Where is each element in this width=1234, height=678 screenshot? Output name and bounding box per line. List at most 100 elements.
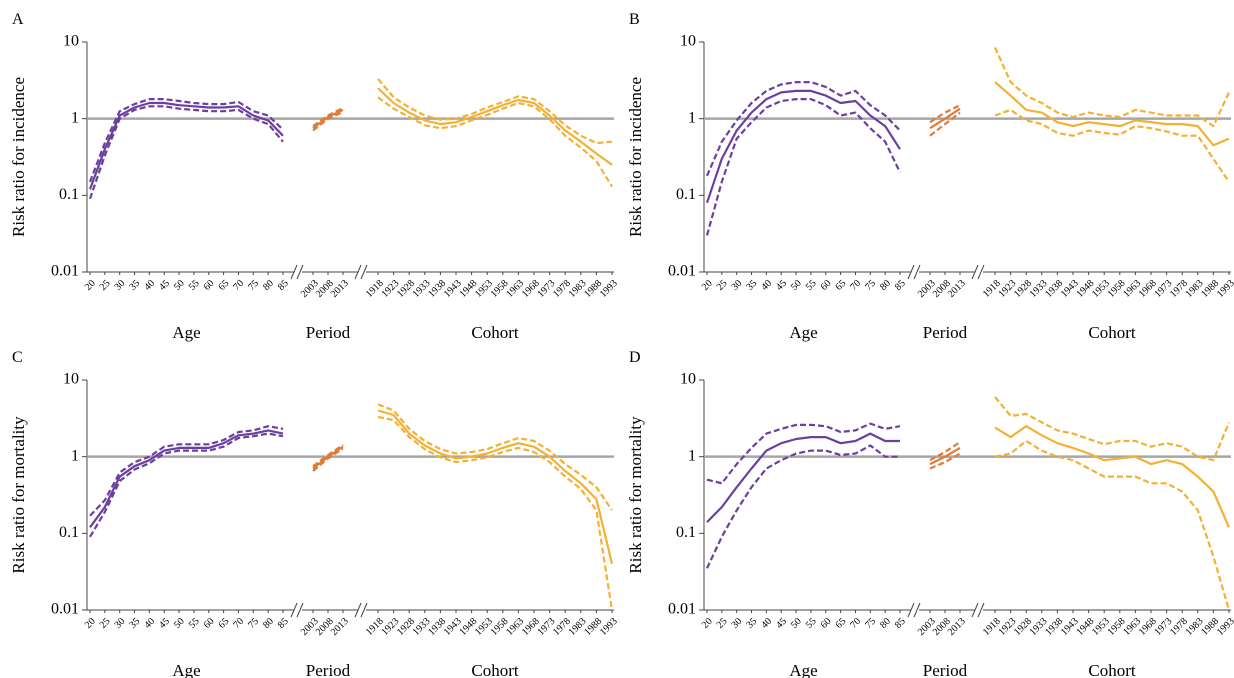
- axis-break: [907, 264, 915, 280]
- x-tick-label: 45: [157, 616, 172, 631]
- axis-break: [977, 264, 985, 280]
- series-line: [929, 446, 961, 466]
- x-group-label: Period: [923, 661, 968, 678]
- x-tick-label: 80: [878, 278, 893, 293]
- series-line: [377, 87, 613, 166]
- series-line: [89, 425, 284, 517]
- y-tick-label: 10: [680, 371, 696, 388]
- series-line: [89, 432, 284, 538]
- x-tick-label: 85: [893, 616, 908, 631]
- series-line: [706, 444, 900, 569]
- series-line: [312, 444, 344, 468]
- x-tick-label: 75: [246, 616, 261, 631]
- x-tick-label: 80: [261, 616, 276, 631]
- x-tick-label: 65: [217, 616, 232, 631]
- axis-break: [290, 602, 298, 618]
- x-group-label: Period: [923, 323, 968, 342]
- x-tick-label: 30: [730, 616, 745, 631]
- x-tick-label: 2013: [329, 278, 351, 300]
- x-tick-label: 60: [819, 278, 834, 293]
- series-line: [706, 432, 900, 523]
- x-tick-label: 2013: [946, 278, 968, 300]
- series-line: [377, 96, 613, 188]
- y-tick-label: 0.01: [51, 601, 79, 618]
- axis-break: [360, 264, 368, 280]
- x-tick-label: 25: [715, 616, 730, 631]
- x-tick-label: 25: [715, 278, 730, 293]
- x-tick-label: 20: [83, 616, 98, 631]
- series-line: [929, 441, 961, 462]
- x-tick-label: 35: [127, 278, 142, 293]
- series-line: [88, 101, 284, 190]
- x-tick-label: 55: [804, 278, 819, 293]
- y-tick-label: 0.1: [59, 524, 79, 541]
- x-tick-label: 45: [774, 616, 789, 631]
- series-line: [994, 439, 1231, 611]
- x-group-label: Age: [172, 323, 200, 342]
- series-line: [312, 445, 344, 470]
- x-tick-label: 20: [83, 278, 98, 293]
- y-tick-label: 0.1: [59, 186, 79, 203]
- x-tick-label: 70: [231, 278, 246, 293]
- series-line: [929, 452, 961, 470]
- series-line: [994, 425, 1231, 528]
- series-line: [706, 422, 901, 485]
- x-tick-label: 20: [700, 616, 715, 631]
- axis-break: [907, 602, 915, 618]
- axis-break: [971, 602, 979, 618]
- x-tick-label: 55: [804, 616, 819, 631]
- y-tick-label: 1: [688, 109, 696, 126]
- series-line: [377, 409, 614, 565]
- x-tick-label: 80: [878, 616, 893, 631]
- series-line: [89, 429, 284, 528]
- x-tick-label: 1993: [1215, 278, 1234, 300]
- y-tick-label: 0.1: [676, 186, 696, 203]
- y-tick-label: 1: [71, 109, 79, 126]
- x-tick-label: 60: [819, 616, 834, 631]
- series-line: [929, 111, 961, 137]
- x-tick-label: 2013: [329, 616, 351, 638]
- x-tick-label: 50: [172, 616, 187, 631]
- series-line: [312, 106, 344, 127]
- y-axis-label: Risk ratio for mortality: [9, 416, 28, 574]
- x-tick-label: 50: [789, 278, 804, 293]
- axis-break: [290, 264, 298, 280]
- x-tick-label: 55: [187, 616, 202, 631]
- x-group-label: Age: [789, 323, 817, 342]
- x-tick-label: 45: [774, 278, 789, 293]
- x-tick-label: 1993: [1215, 616, 1234, 638]
- x-tick-label: 40: [759, 616, 774, 631]
- series-line: [88, 98, 284, 183]
- x-tick-label: 30: [113, 278, 128, 293]
- axis-break: [913, 602, 921, 618]
- x-group-label: Cohort: [1088, 323, 1136, 342]
- y-axis-label: Risk ratio for incidence: [9, 77, 28, 237]
- axis-break: [977, 602, 985, 618]
- y-axis-label: Risk ratio for incidence: [626, 77, 645, 237]
- panel-label: A: [12, 11, 24, 28]
- series-line: [377, 403, 613, 511]
- x-tick-label: 35: [744, 278, 759, 293]
- x-tick-label: 45: [157, 278, 172, 293]
- series-line: [994, 108, 1230, 183]
- x-tick-label: 70: [848, 278, 863, 293]
- x-tick-label: 1993: [598, 616, 620, 638]
- series-line: [312, 108, 344, 130]
- series-line: [929, 104, 961, 124]
- y-tick-label: 1: [71, 447, 79, 464]
- x-tick-label: 65: [834, 616, 849, 631]
- x-tick-label: 50: [172, 278, 187, 293]
- x-tick-label: 60: [202, 278, 217, 293]
- x-tick-label: 25: [98, 278, 113, 293]
- x-tick-label: 2013: [946, 616, 968, 638]
- y-tick-label: 10: [63, 33, 79, 50]
- series-line: [312, 110, 344, 132]
- y-tick-label: 1: [688, 447, 696, 464]
- series-line: [993, 46, 1230, 128]
- x-tick-label: 50: [789, 616, 804, 631]
- axis-break: [296, 264, 304, 280]
- y-tick-label: 0.1: [676, 524, 696, 541]
